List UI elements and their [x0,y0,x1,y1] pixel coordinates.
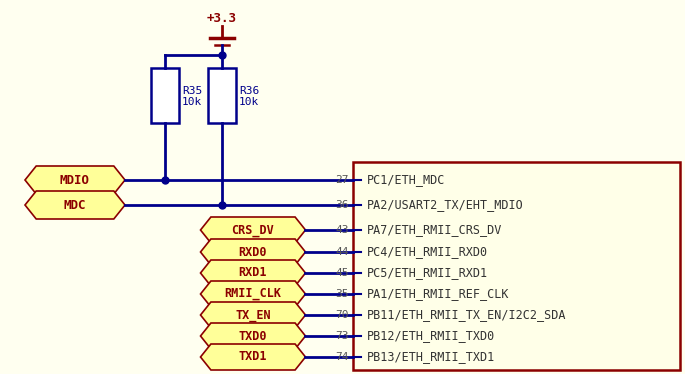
Text: RXD0: RXD0 [239,245,267,258]
Text: PB13/ETH_RMII_TXD1: PB13/ETH_RMII_TXD1 [367,350,495,364]
Polygon shape [201,344,306,370]
Text: MDIO: MDIO [60,174,90,187]
Text: 36: 36 [336,200,349,210]
Text: 44: 44 [336,247,349,257]
Text: 74: 74 [336,352,349,362]
Text: PC1/ETH_MDC: PC1/ETH_MDC [367,174,445,187]
Bar [151,67,179,123]
Text: 43: 43 [336,225,349,235]
Text: 70: 70 [336,310,349,320]
Polygon shape [25,166,125,194]
Text: TXD1: TXD1 [239,350,267,364]
Text: PA7/ETH_RMII_CRS_DV: PA7/ETH_RMII_CRS_DV [367,224,502,236]
Text: PC4/ETH_RMII_RXD0: PC4/ETH_RMII_RXD0 [367,245,488,258]
Text: 35: 35 [336,289,349,299]
Polygon shape [201,323,306,349]
Polygon shape [201,239,306,265]
Text: R35: R35 [182,86,202,96]
Text: PA2/USART2_TX/EHT_MDIO: PA2/USART2_TX/EHT_MDIO [367,199,524,212]
Text: RMII_CLK: RMII_CLK [225,288,282,300]
Text: PB12/ETH_RMII_TXD0: PB12/ETH_RMII_TXD0 [367,329,495,343]
Text: 45: 45 [336,268,349,278]
Polygon shape [201,281,306,307]
Text: PC5/ETH_RMII_RXD1: PC5/ETH_RMII_RXD1 [367,267,488,279]
Text: 27: 27 [336,175,349,185]
Text: R36: R36 [239,86,259,96]
Text: +3.3: +3.3 [207,12,237,25]
Bar [353,162,680,370]
Text: RXD1: RXD1 [239,267,267,279]
Bar [208,67,236,123]
Polygon shape [201,217,306,243]
Text: 10k: 10k [182,97,202,107]
Text: 73: 73 [336,331,349,341]
Text: TXD0: TXD0 [239,329,267,343]
Text: PB11/ETH_RMII_TX_EN/I2C2_SDA: PB11/ETH_RMII_TX_EN/I2C2_SDA [367,309,566,322]
Polygon shape [201,302,306,328]
Text: 10k: 10k [239,97,259,107]
Polygon shape [25,191,125,219]
Text: CRS_DV: CRS_DV [232,224,275,236]
Text: PA1/ETH_RMII_REF_CLK: PA1/ETH_RMII_REF_CLK [367,288,510,300]
Text: TX_EN: TX_EN [235,309,271,322]
Polygon shape [201,260,306,286]
Text: MDC: MDC [64,199,86,212]
